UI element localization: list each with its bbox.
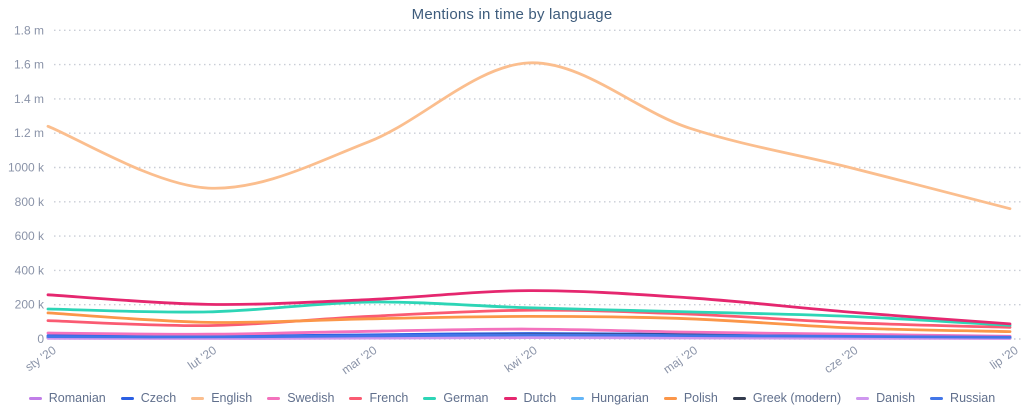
legend-item-french[interactable]: French	[349, 391, 408, 405]
legend-swatch-icon	[930, 396, 944, 400]
y-axis-tick-label: 1.8 m	[14, 23, 44, 37]
x-axis-tick-label: sty '20	[23, 343, 59, 374]
x-axis-tick-label: mar '20	[339, 343, 380, 377]
legend-swatch-icon	[28, 396, 42, 400]
chart-title: Mentions in time by language	[411, 6, 613, 23]
legend-item-dutch[interactable]: Dutch	[503, 391, 557, 405]
legend-item-english[interactable]: English	[191, 391, 252, 405]
legend-label: Swedish	[287, 391, 335, 405]
series-line-swedish	[46, 327, 1012, 338]
legend-item-greek-modern-[interactable]: Greek (modern)	[732, 391, 842, 405]
legend-swatch-icon	[503, 396, 517, 400]
legend-swatch-icon	[349, 396, 363, 400]
legend-swatch-icon	[267, 396, 281, 400]
legend-label: English	[211, 391, 253, 405]
legend-label: Russian	[950, 391, 996, 405]
legend-swatch-icon	[663, 396, 677, 400]
series-line-german	[46, 300, 1012, 327]
legend-item-czech[interactable]: Czech	[120, 391, 177, 405]
legend-label: Czech	[140, 391, 177, 405]
legend-label: Polish	[683, 391, 718, 405]
legend-item-hungarian[interactable]: Hungarian	[571, 391, 649, 405]
y-axis-tick-label: 800 k	[15, 195, 45, 209]
legend-item-danish[interactable]: Danish	[856, 391, 915, 405]
series-line-french	[46, 308, 1012, 329]
series-line-english	[46, 61, 1012, 211]
chart-plot-area: 0 200 k 400 k 600 k 800 k 1000 k 1.2 m 1.4 m 1.6…	[8, 23, 1022, 377]
x-axis-tick-label: kwi '20	[502, 343, 540, 375]
legend-swatch-icon	[732, 396, 746, 400]
x-axis-tick-label: cze '20	[822, 343, 861, 376]
x-axis-tick-label: maj '20	[661, 343, 701, 377]
legend-item-german[interactable]: German	[423, 391, 489, 405]
legend-swatch-icon	[856, 396, 870, 400]
legend-swatch-icon	[120, 396, 134, 400]
y-axis-tick-label: 1.6 m	[14, 58, 44, 72]
chart-legend: Romanian Czech English Swedish French German D…	[0, 391, 1024, 405]
y-axis-tick-label: 200 k	[15, 298, 45, 312]
x-axis-tick-label: lip '20	[987, 343, 1021, 372]
y-axis-tick-label: 1.4 m	[14, 92, 44, 106]
y-axis-tick-label: 600 k	[15, 229, 45, 243]
legend-item-romanian[interactable]: Romanian	[28, 391, 106, 405]
legend-label: Romanian	[48, 391, 106, 405]
y-axis-tick-label: 1000 k	[8, 161, 45, 175]
series-line-polish	[46, 311, 1012, 333]
legend-label: Greek (modern)	[752, 391, 842, 405]
legend-label: German	[443, 391, 489, 405]
legend-item-polish[interactable]: Polish	[663, 391, 718, 405]
y-axis-tick-label: 1.2 m	[14, 126, 44, 140]
y-axis-tick-label: 400 k	[15, 263, 45, 277]
legend-swatch-icon	[423, 396, 437, 400]
legend-item-russian[interactable]: Russian	[930, 391, 995, 405]
x-axis-tick-label: lut '20	[185, 343, 219, 373]
legend-label: Danish	[876, 391, 916, 405]
legend-label: Hungarian	[591, 391, 649, 405]
legend-label: French	[369, 391, 409, 405]
series-line-russian	[46, 333, 1012, 339]
legend-swatch-icon	[191, 396, 205, 400]
y-axis-tick-label: 0	[37, 332, 44, 346]
legend-item-swedish[interactable]: Swedish	[267, 391, 334, 405]
series-line-dutch	[46, 289, 1012, 326]
legend-swatch-icon	[571, 396, 585, 400]
legend-label: Dutch	[523, 391, 557, 405]
series-line-danish	[46, 336, 1012, 340]
